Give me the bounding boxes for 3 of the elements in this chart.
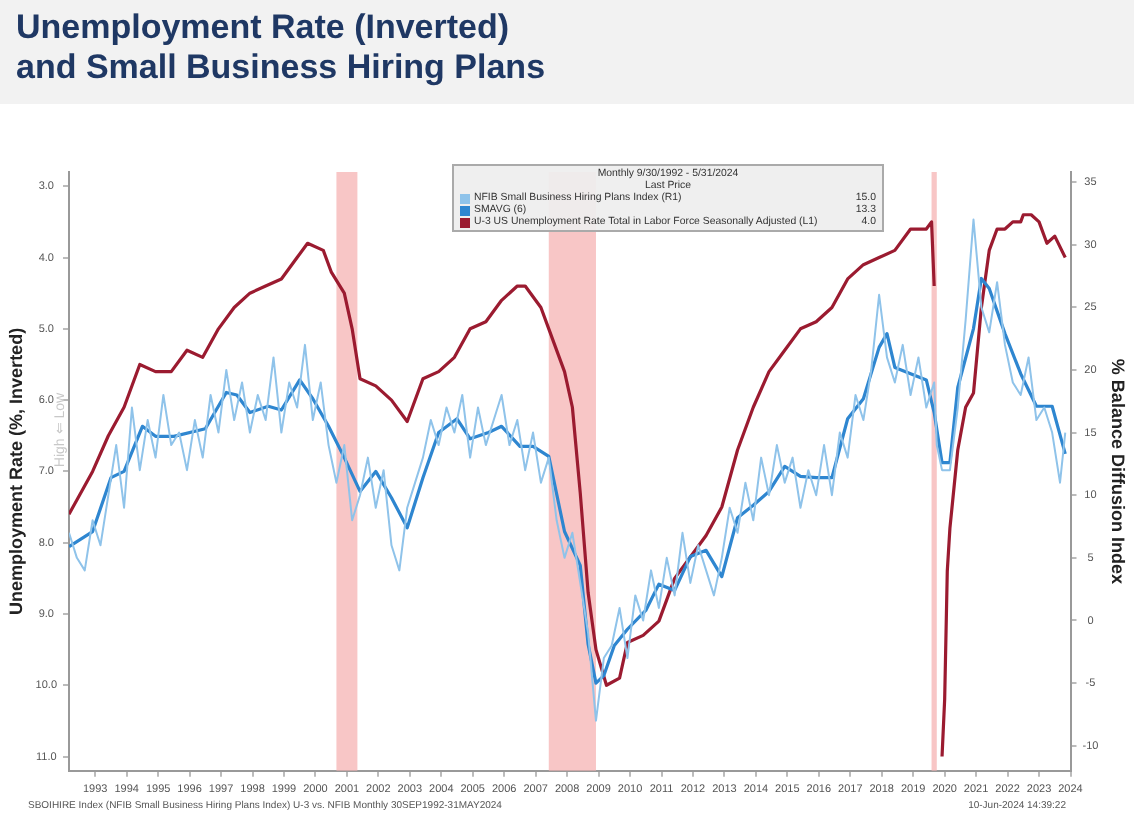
y-axis-title: Unemployment Rate (%, Inverted) <box>5 327 26 615</box>
chart-title: Unemployment Rate (Inverted) and Small Business Hiring Plans <box>16 8 546 88</box>
y2-axis-title: % Balance Diffusion Index <box>1108 358 1129 584</box>
